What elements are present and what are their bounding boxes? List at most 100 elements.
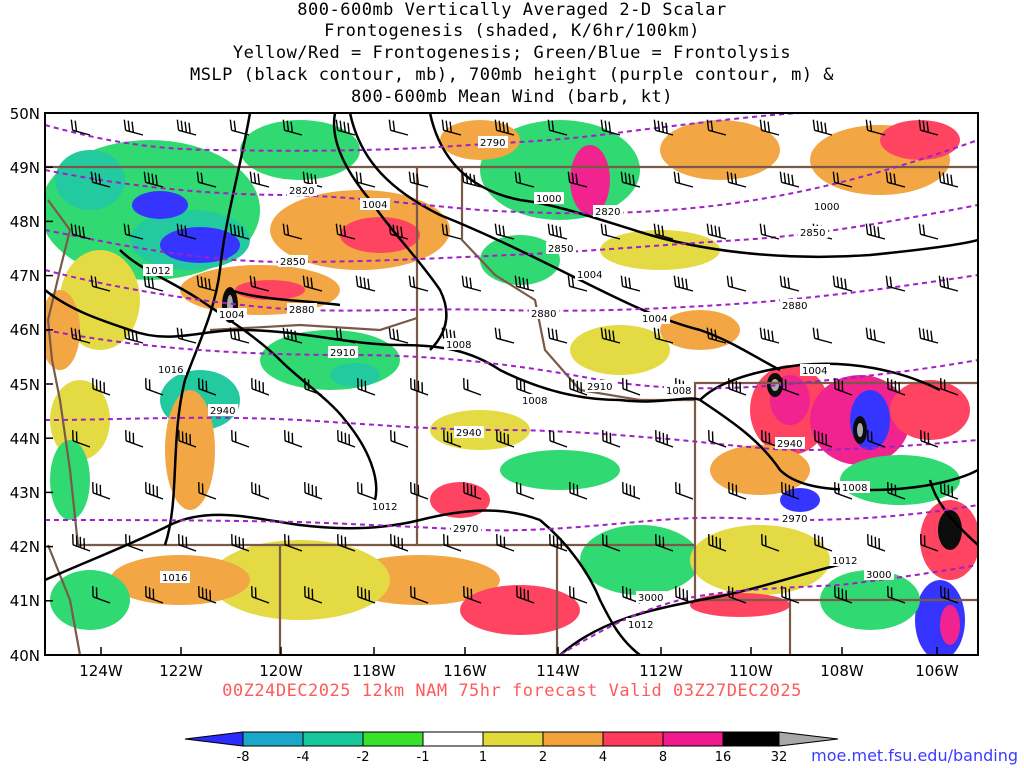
mslp-label: 1004	[575, 268, 605, 281]
wind-barb	[335, 223, 356, 240]
svg-text:2850: 2850	[280, 257, 305, 268]
svg-text:2940: 2940	[210, 406, 235, 417]
wind-barb	[390, 534, 409, 552]
svg-text:1012: 1012	[628, 620, 653, 631]
title-line-5: 800-600mb Mean Wind (barb, kt)	[350, 87, 674, 107]
mslp-label: 1008	[840, 481, 870, 494]
wind-barb	[357, 586, 376, 604]
height-label: 2820	[593, 205, 623, 218]
wind-barb	[779, 275, 800, 292]
source-credit-link[interactable]: moe.met.fsu.edu/banding	[811, 746, 1018, 765]
wind-barb	[90, 171, 111, 188]
wind-barb	[441, 223, 462, 240]
height-label: 2850	[546, 242, 576, 255]
wind-barb	[125, 534, 144, 552]
wind-barb	[92, 378, 111, 396]
wind-barb	[196, 171, 217, 188]
wind-barb	[602, 534, 621, 552]
svg-text:2970: 2970	[782, 514, 807, 525]
wind-barb	[231, 430, 250, 448]
lon-tick-label: 110W	[729, 662, 773, 680]
wind-barb	[304, 586, 323, 604]
wind-barb	[887, 586, 906, 604]
wind-barb	[408, 171, 429, 188]
colorbar-label: 1	[479, 750, 487, 765]
title-line-1: 800-600mb Vertically Averaged 2-D Scalar	[297, 0, 727, 20]
wind-barb	[461, 275, 482, 292]
mslp-label: 1008	[444, 338, 474, 351]
wind-barb	[728, 586, 747, 604]
wind-barb	[600, 327, 621, 344]
svg-text:1004: 1004	[577, 270, 602, 281]
wind-barb	[496, 534, 515, 552]
wind-barb	[673, 171, 694, 188]
colorbar-left-arrow	[184, 731, 244, 747]
wind-barb	[781, 586, 800, 604]
wind-barb	[357, 482, 376, 500]
mslp-label: 1000	[534, 192, 564, 205]
wind-barb	[655, 430, 674, 448]
title-line-2: Frontogenesis (shaded, K/6hr/100km)	[324, 21, 700, 41]
wind-barb	[567, 275, 588, 292]
colorbar-swatch	[602, 731, 664, 747]
wind-barb	[834, 586, 853, 604]
wind-barb	[781, 482, 800, 500]
colorbar-label: 2	[539, 750, 547, 765]
wind-barb	[282, 119, 303, 136]
mslp-label: 1012	[830, 554, 860, 567]
wind-barb	[516, 378, 535, 396]
mslp-label: 1012	[626, 618, 656, 631]
wind-barb	[569, 482, 588, 500]
wind-barb	[494, 119, 515, 136]
mslp-label: 1004	[800, 364, 830, 377]
height-label: 2880	[529, 307, 559, 320]
wind-barb	[229, 327, 250, 344]
svg-text:2850: 2850	[548, 244, 573, 255]
wind-barb	[706, 223, 727, 240]
lat-tick-label: 42N	[10, 538, 40, 556]
wind-barb	[920, 430, 939, 448]
mslp-label: 1004	[360, 198, 390, 211]
wind-barb	[72, 430, 91, 448]
wind-barb	[514, 171, 535, 188]
height-label: 3000	[636, 591, 666, 604]
colorbar-swatch	[542, 731, 604, 747]
height-label: 2850	[798, 226, 828, 239]
wind-barb	[70, 119, 91, 136]
wind-barb	[463, 482, 482, 500]
wind-barb	[249, 275, 270, 292]
wind-barb	[920, 534, 939, 552]
wind-barb	[441, 119, 462, 136]
mslp-label: 1004	[217, 308, 247, 321]
colorbar-label: -8	[237, 750, 250, 765]
wind-barb	[70, 223, 91, 240]
wind-barb	[675, 482, 694, 500]
wind-barb	[337, 430, 356, 448]
longitude-axis: 124W 122W 120W 118W 116W 114W 112W 110W …	[79, 647, 959, 680]
wind-barb	[145, 482, 164, 500]
wind-barb	[251, 378, 270, 396]
wind-barb	[443, 430, 462, 448]
mslp-label: 1008	[520, 394, 550, 407]
wind-barb	[706, 327, 727, 344]
wind-barb	[567, 171, 588, 188]
svg-text:1004: 1004	[362, 200, 387, 211]
svg-text:1004: 1004	[642, 314, 667, 325]
svg-text:1008: 1008	[666, 386, 691, 397]
wind-barb	[622, 482, 641, 500]
lon-tick-label: 124W	[79, 662, 123, 680]
wind-barb	[337, 534, 356, 552]
svg-text:1000: 1000	[814, 202, 839, 213]
wind-barb	[198, 482, 217, 500]
wind-barb	[600, 119, 621, 136]
wind-barb	[408, 275, 429, 292]
wind-barb	[938, 171, 959, 188]
colorbar-label: 8	[659, 750, 667, 765]
svg-text:1000: 1000	[536, 194, 561, 205]
wind-barb	[865, 223, 886, 240]
wind-barb	[918, 327, 939, 344]
wind-barb	[673, 275, 694, 292]
wind-barb	[494, 327, 515, 344]
title-line-4: MSLP (black contour, mb), 700mb height (…	[189, 65, 835, 85]
wind-barb	[569, 378, 588, 396]
